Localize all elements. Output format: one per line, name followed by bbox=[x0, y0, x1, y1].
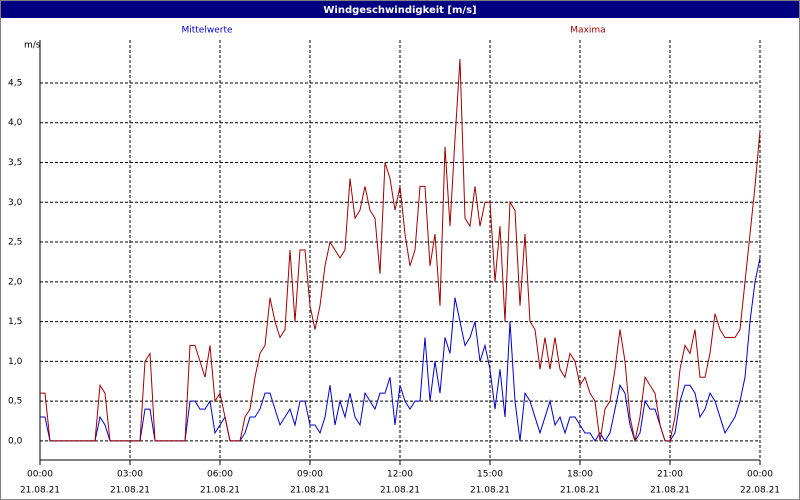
x-tick-label: 00:00 bbox=[747, 470, 773, 480]
y-tick-label: 0,0 bbox=[8, 436, 23, 446]
y-tick-label: 3,5 bbox=[8, 158, 22, 168]
x-tick-label: 12:00 bbox=[387, 470, 413, 480]
x-tick-date: 21.08.21 bbox=[20, 486, 60, 496]
data-line bbox=[40, 59, 761, 442]
x-tick-label: 18:00 bbox=[567, 470, 593, 480]
y-tick-label: 2,5 bbox=[8, 238, 22, 248]
x-tick-date: 21.08.21 bbox=[110, 486, 150, 496]
chart-title: Windgeschwindigkeit [m/s] bbox=[323, 5, 476, 16]
x-tick-date: 21.08.21 bbox=[560, 486, 600, 496]
x-tick-label: 21:00 bbox=[657, 470, 683, 480]
y-tick-label: 4,0 bbox=[8, 118, 23, 128]
x-tick-date: 21.08.21 bbox=[380, 486, 420, 496]
x-tick-date: 21.08.21 bbox=[290, 486, 330, 496]
x-tick-date: 22.08.21 bbox=[740, 486, 780, 496]
x-tick-date: 21.08.21 bbox=[650, 486, 690, 496]
x-tick-label: 06:00 bbox=[207, 470, 233, 480]
x-tick-label: 09:00 bbox=[297, 470, 323, 480]
y-tick-label: 3,0 bbox=[8, 198, 23, 208]
y-tick-label: 0,5 bbox=[8, 397, 22, 407]
x-tick-label: 00:00 bbox=[27, 470, 53, 480]
y-tick-label: 1,0 bbox=[8, 357, 23, 367]
x-tick-label: 03:00 bbox=[117, 470, 143, 480]
y-tick-label: 2,0 bbox=[8, 277, 23, 287]
x-tick-date: 21.08.21 bbox=[200, 486, 240, 496]
title-bar bbox=[1, 1, 799, 18]
y-tick-label: 4,5 bbox=[8, 78, 22, 88]
x-tick-label: 15:00 bbox=[477, 470, 503, 480]
x-tick-date: 21.08.21 bbox=[470, 486, 510, 496]
y-axis-label: m/s bbox=[24, 41, 41, 51]
legend-label: Mittelwerte bbox=[181, 26, 232, 36]
y-tick-label: 1,5 bbox=[8, 317, 22, 327]
legend-label: Maxima bbox=[570, 26, 605, 36]
